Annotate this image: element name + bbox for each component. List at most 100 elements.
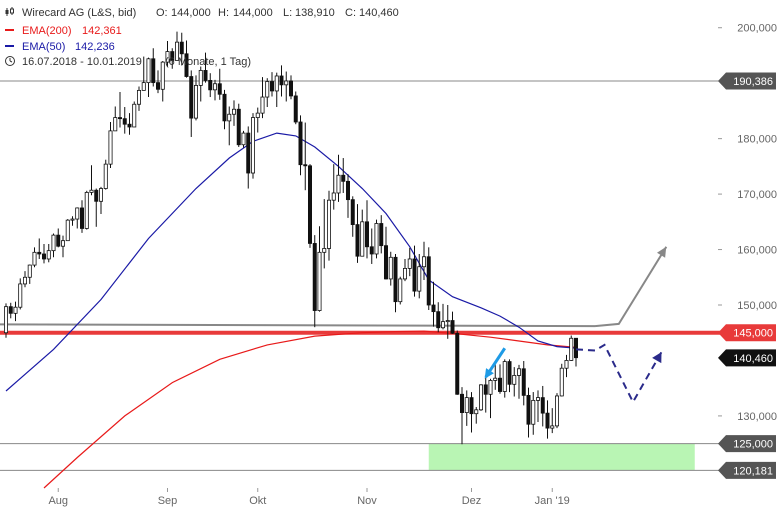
candle-body (326, 199, 331, 249)
candle (540, 385, 545, 427)
chart-type-icon (5, 7, 14, 16)
open-value: 144,000 (171, 7, 211, 19)
candle (488, 378, 493, 419)
candle (146, 57, 151, 98)
candle (436, 302, 441, 333)
signal-arrowhead (484, 368, 494, 379)
candle (303, 122, 308, 191)
legend: Wirecard AG (L&S, bid) O: 144,000 H: 144… (5, 7, 399, 68)
candle (18, 278, 23, 310)
candle-body (540, 397, 545, 414)
candle (4, 303, 9, 338)
candle (555, 393, 560, 429)
y-tick-label: 170,000 (737, 189, 777, 201)
target-zone (428, 443, 695, 471)
candle (212, 79, 217, 101)
candle-body (436, 311, 441, 329)
candle (469, 392, 474, 433)
candle-body (459, 393, 464, 413)
candle-body (13, 306, 18, 314)
close-value: 140,460 (359, 7, 399, 19)
price-tag-bg (718, 324, 776, 342)
forecast-up-arrow (594, 246, 668, 328)
candle-body (469, 397, 474, 415)
candle (255, 107, 260, 133)
candle (383, 226, 388, 280)
candle (450, 311, 455, 334)
candle-body (393, 256, 398, 303)
candle (322, 199, 327, 269)
candle (502, 359, 507, 398)
candle (231, 100, 236, 126)
price-tag-label: 120,181 (733, 465, 773, 477)
candle-body (146, 58, 151, 84)
candle (155, 70, 160, 94)
candle (307, 164, 312, 248)
candle (122, 107, 127, 134)
candle (132, 101, 137, 128)
candle-body (512, 375, 517, 385)
support-line (0, 323, 596, 328)
price-tag: 145,000 (718, 324, 776, 342)
candle (407, 247, 412, 277)
candle (569, 335, 574, 362)
candle-body (464, 397, 469, 413)
candle (341, 158, 346, 193)
candle (160, 61, 165, 102)
period-range: 16.07.2018 - 10.01.2019 (22, 56, 142, 68)
candle (94, 188, 99, 227)
candle-body (317, 251, 322, 311)
candle (27, 264, 32, 284)
candle-body (369, 246, 374, 255)
low-label: L: (283, 7, 292, 19)
candle-body (4, 306, 9, 334)
candle-body (193, 85, 198, 119)
candle-body (421, 256, 426, 268)
candle (269, 72, 274, 97)
price-tag-bg (718, 72, 776, 90)
candle-body (497, 377, 502, 392)
candle-body (564, 360, 569, 369)
price-tag: 140,460 (718, 349, 776, 367)
candle-body (160, 61, 165, 90)
candle (84, 190, 89, 230)
candle (151, 48, 156, 87)
candle-body (383, 245, 388, 280)
candle (431, 281, 436, 327)
candle-body (189, 76, 194, 119)
candle (393, 253, 398, 313)
candle-body (350, 199, 355, 225)
candle-body (412, 258, 417, 292)
y-tick-label: 130,000 (737, 411, 777, 423)
candle (474, 407, 479, 424)
candle (42, 244, 47, 264)
candle (507, 359, 512, 393)
candle (61, 235, 66, 258)
high-label: H: (218, 7, 229, 19)
open-label: O: (156, 7, 168, 19)
candle (65, 219, 70, 242)
candle-body (255, 112, 260, 118)
candle-body (27, 264, 32, 278)
candle-body (388, 256, 393, 280)
candle (497, 364, 502, 394)
candle (417, 253, 422, 299)
candle-body (531, 399, 536, 425)
candle (22, 271, 27, 288)
candle-body (574, 337, 579, 359)
ema50-legend-value: 142,236 (75, 41, 115, 53)
candle (402, 258, 407, 282)
candle-body (322, 248, 327, 253)
candle-body (84, 192, 89, 229)
candle (217, 68, 222, 100)
candle-body (198, 70, 203, 86)
candle-body (212, 83, 217, 91)
candle-body (250, 117, 255, 174)
candle-body (208, 80, 213, 91)
candle (279, 65, 284, 97)
candle-body (65, 219, 70, 242)
candle (89, 165, 94, 196)
candle-body (122, 118, 127, 125)
